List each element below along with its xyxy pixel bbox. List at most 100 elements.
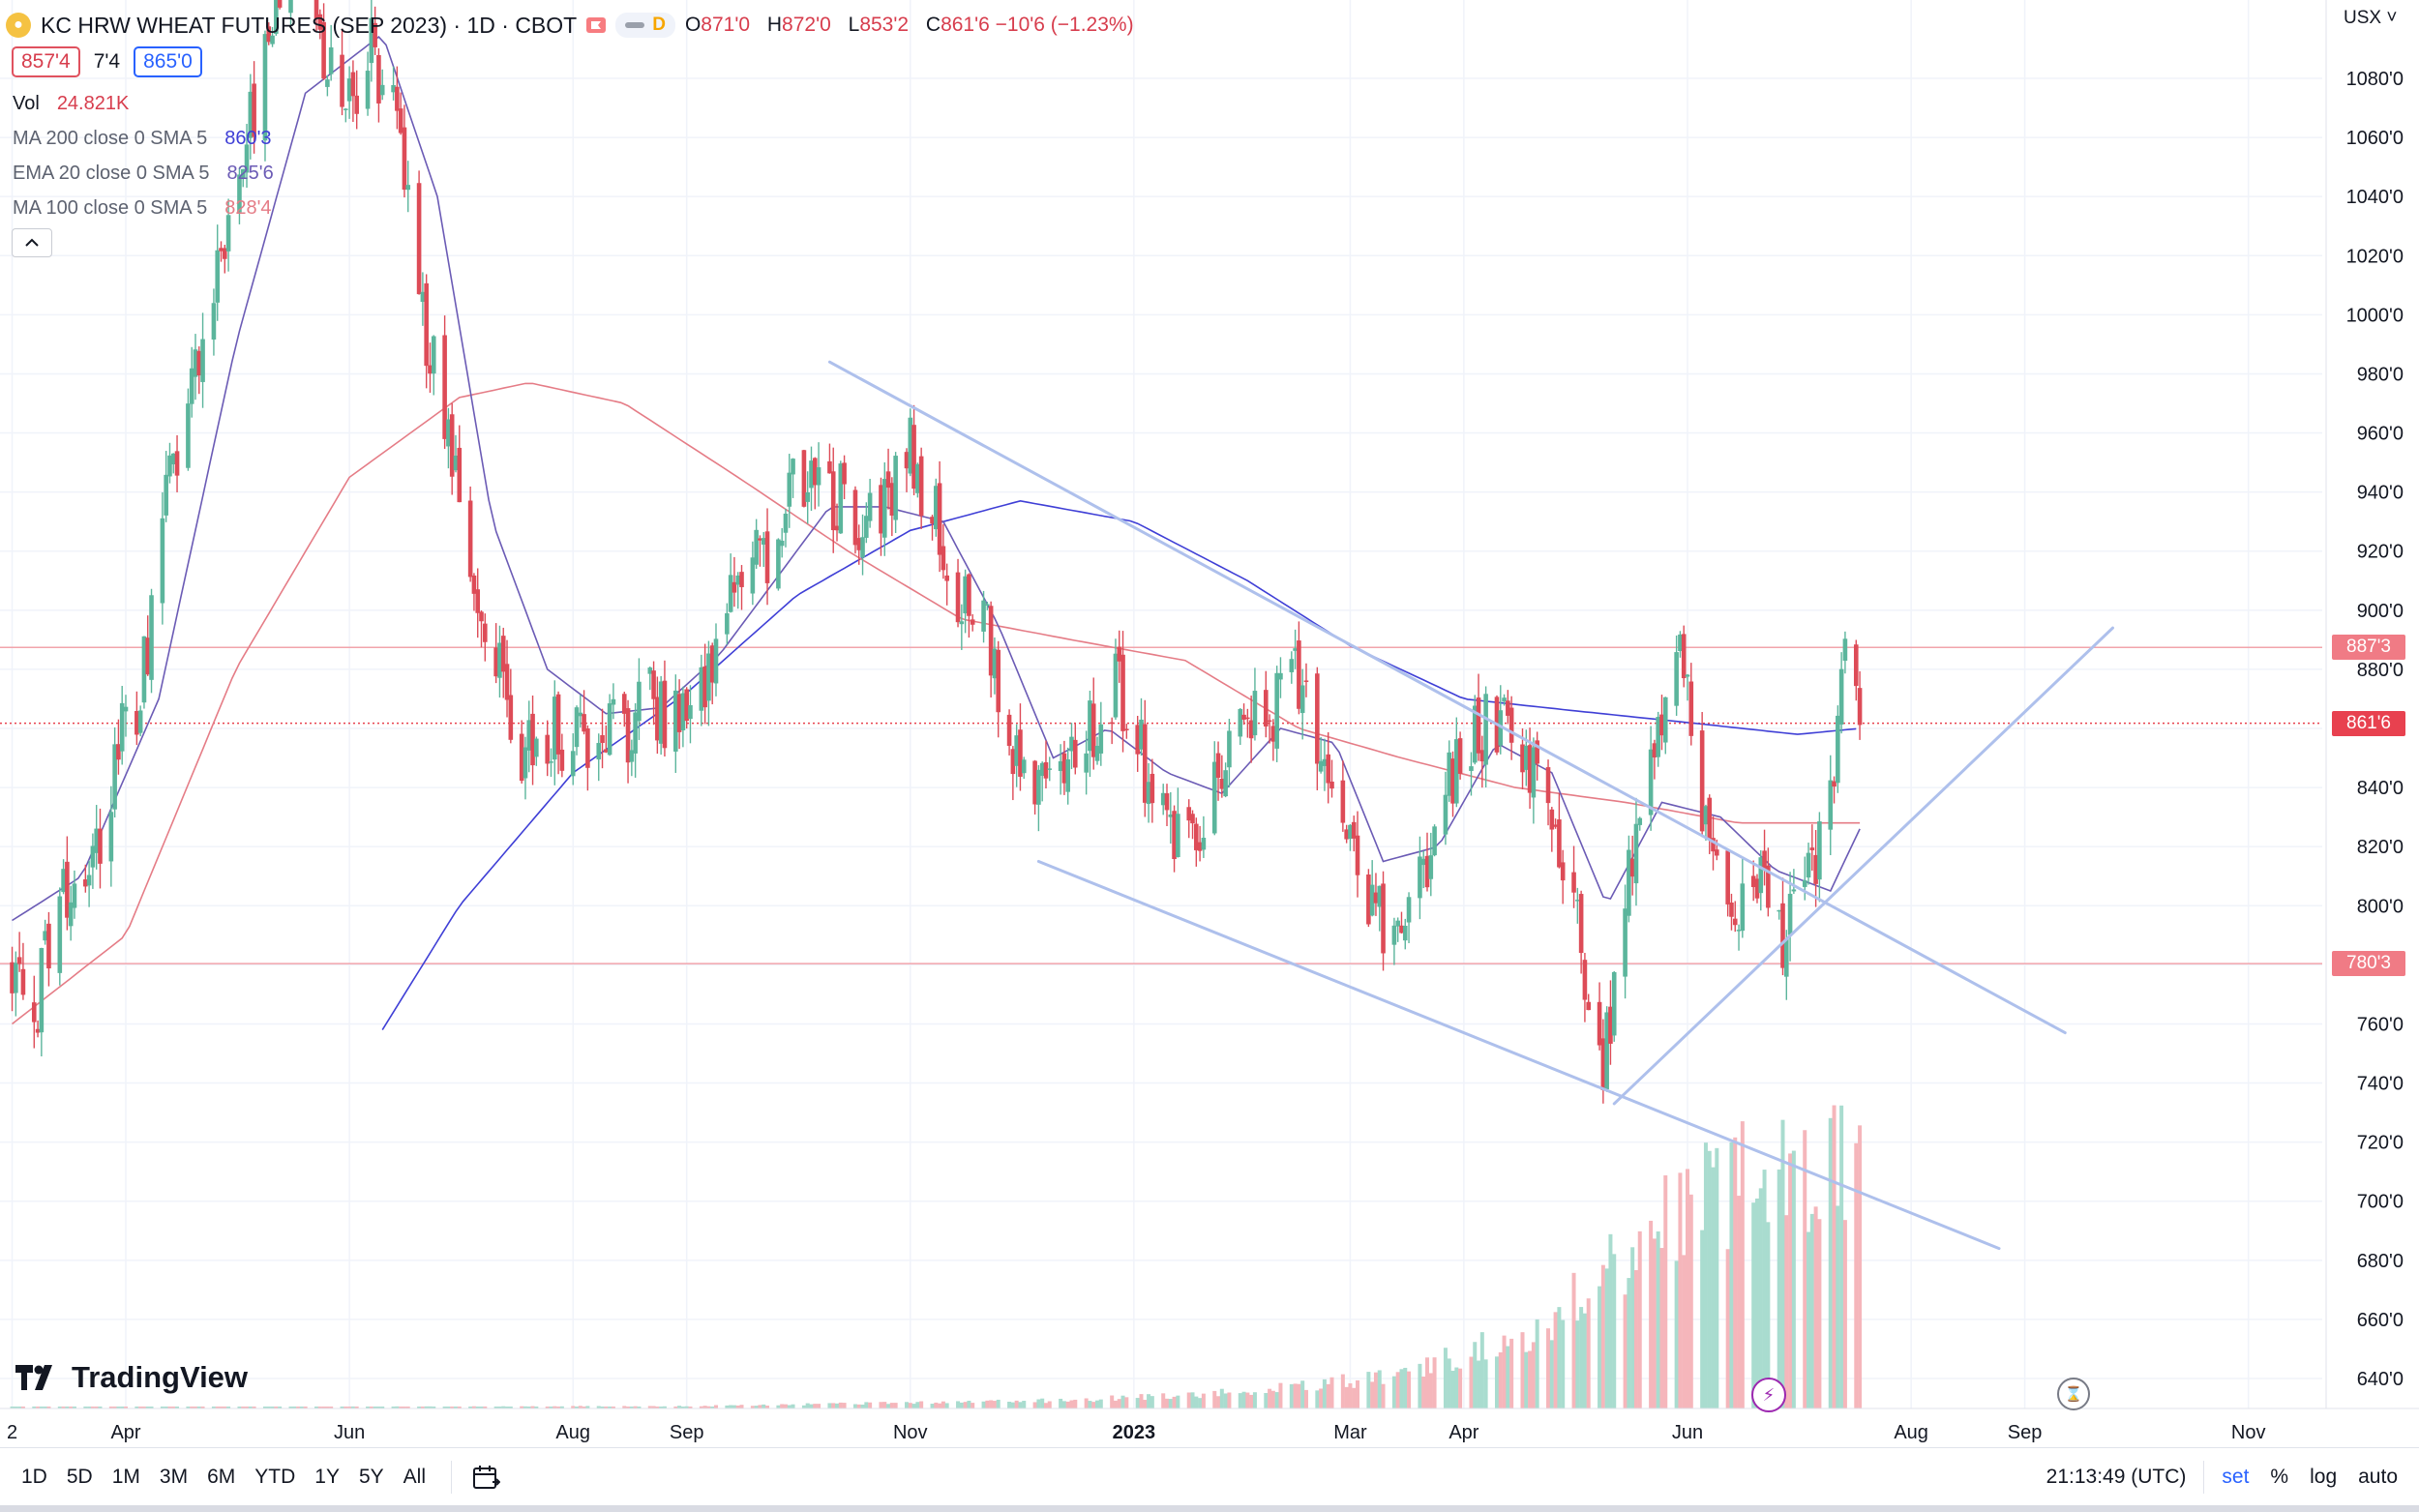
legend-ma200[interactable]: MA 200 close 0 SMA 5 860'3 <box>13 128 272 149</box>
candle-body <box>123 706 129 712</box>
volume-bar <box>1711 1167 1716 1408</box>
utc-clock[interactable]: 21:13:49 (UTC) <box>2046 1466 2187 1488</box>
x-tick-label: Sep <box>670 1422 704 1443</box>
volume-bar <box>340 1407 344 1408</box>
volume-bar <box>417 1407 422 1408</box>
ma-line-ma100 <box>12 382 1861 1025</box>
range-1d[interactable]: 1D <box>21 1466 47 1488</box>
volume-bar <box>299 1407 304 1408</box>
range-3m[interactable]: 3M <box>159 1466 189 1488</box>
y-tick-label: 640'0 <box>2357 1369 2404 1390</box>
volume-bar <box>193 1407 197 1408</box>
flag-icon[interactable] <box>586 16 607 34</box>
tradingview-logo[interactable]: TradingView <box>15 1360 248 1395</box>
volume-bar <box>725 1405 730 1408</box>
toolbar-right: 21:13:49 (UTC) set % log auto <box>2046 1448 2419 1506</box>
candle-body <box>1725 850 1730 904</box>
volume-bar <box>791 1404 795 1408</box>
candle-body <box>1447 752 1452 796</box>
range-1y[interactable]: 1Y <box>314 1466 340 1488</box>
percent-toggle[interactable]: % <box>2270 1466 2289 1488</box>
chart-title[interactable]: KC HRW WHEAT FUTURES (SEP 2023) · 1D · C… <box>41 12 578 38</box>
session-toggle[interactable]: set <box>2222 1466 2250 1488</box>
volume-bar <box>1686 1169 1689 1408</box>
volume-bar <box>237 1407 242 1408</box>
volume-bar <box>1007 1401 1012 1408</box>
volume-bar <box>1289 1383 1294 1408</box>
volume-bar <box>241 1407 246 1408</box>
candle-body <box>658 681 664 744</box>
y-tick-label: 880'0 <box>2357 660 2404 681</box>
volume-bar <box>223 1407 227 1408</box>
range-1m[interactable]: 1M <box>111 1466 140 1488</box>
volume-bar <box>108 1407 113 1408</box>
range-6m[interactable]: 6M <box>207 1466 236 1488</box>
range-5d[interactable]: 5D <box>66 1466 93 1488</box>
legend-ema20[interactable]: EMA 20 close 0 SMA 5 825'6 <box>13 163 274 184</box>
candle-body <box>1648 749 1654 815</box>
data-status-pill[interactable]: D <box>615 13 675 38</box>
candle-body <box>530 713 535 766</box>
candle-body <box>750 557 756 594</box>
candle-body <box>545 734 551 764</box>
candle-body <box>1036 769 1041 805</box>
price-tag-last: 861'6 <box>2332 710 2405 736</box>
x-tick-label: 2 <box>7 1422 17 1443</box>
volume-bar <box>959 1402 964 1408</box>
candle-body <box>852 489 858 546</box>
candle-body <box>1472 705 1478 763</box>
candle-body <box>1348 824 1353 840</box>
volume-bar <box>989 1400 994 1408</box>
range-ytd[interactable]: YTD <box>254 1466 296 1488</box>
candle-body <box>725 612 730 635</box>
y-tick-label: 1060'0 <box>2346 128 2404 149</box>
candle-body <box>996 649 1001 713</box>
sell-button[interactable]: 857'4 <box>12 46 80 77</box>
volume-bar <box>1678 1172 1683 1408</box>
legend-ma100[interactable]: MA 100 close 0 SMA 5 828'4 <box>13 197 272 219</box>
volume-bar <box>915 1402 920 1408</box>
auto-toggle[interactable]: auto <box>2358 1466 2398 1488</box>
candle-body <box>1190 814 1195 824</box>
candle-body <box>967 574 971 616</box>
legend-collapse-button[interactable] <box>12 228 52 257</box>
volume-bar <box>1839 1105 1844 1408</box>
lightning-icon[interactable]: ⚡ <box>1751 1378 1786 1412</box>
candle-body <box>827 460 832 474</box>
candle-body <box>1531 747 1537 798</box>
price-tag-upper: 887'3 <box>2332 635 2405 661</box>
candle-body <box>416 183 422 295</box>
volume-bar <box>87 1407 92 1408</box>
candle-body <box>1506 700 1510 716</box>
candle-body <box>1176 814 1180 858</box>
volume-bar <box>1703 1142 1708 1408</box>
candle-body <box>1418 856 1422 899</box>
volume-bar <box>1479 1332 1484 1408</box>
trendline <box>1036 859 2001 1251</box>
legend-vol[interactable]: Vol 24.821K <box>13 93 130 114</box>
candle-body <box>1420 858 1426 866</box>
volume-bars <box>10 1105 1863 1408</box>
volume-bar <box>835 1403 840 1408</box>
volume-bar <box>754 1406 759 1408</box>
volume-bar <box>1322 1379 1327 1408</box>
volume-bar <box>571 1406 576 1408</box>
range-all[interactable]: All <box>403 1466 426 1488</box>
volume-bar <box>10 1407 15 1408</box>
price-chart[interactable]: 640'0660'0680'0700'0720'0740'0760'0780'0… <box>0 0 2419 1447</box>
candle-body <box>467 500 473 578</box>
currency-selector[interactable]: USX ˅ <box>2344 8 2398 28</box>
calendar-icon[interactable] <box>471 1463 500 1492</box>
buy-button[interactable]: 865'0 <box>134 46 202 77</box>
volume-bar <box>1161 1393 1166 1408</box>
log-toggle[interactable]: log <box>2310 1466 2338 1488</box>
volume-bar <box>1252 1392 1257 1408</box>
hourglass-icon[interactable]: ⌛ <box>2057 1378 2090 1410</box>
volume-bar <box>1274 1392 1279 1408</box>
candle-body <box>1248 720 1254 739</box>
volume-bar <box>1036 1399 1041 1408</box>
candle-body <box>1146 782 1151 805</box>
range-5y[interactable]: 5Y <box>358 1466 384 1488</box>
volume-bar <box>1688 1194 1693 1408</box>
volume-bar <box>985 1400 990 1408</box>
